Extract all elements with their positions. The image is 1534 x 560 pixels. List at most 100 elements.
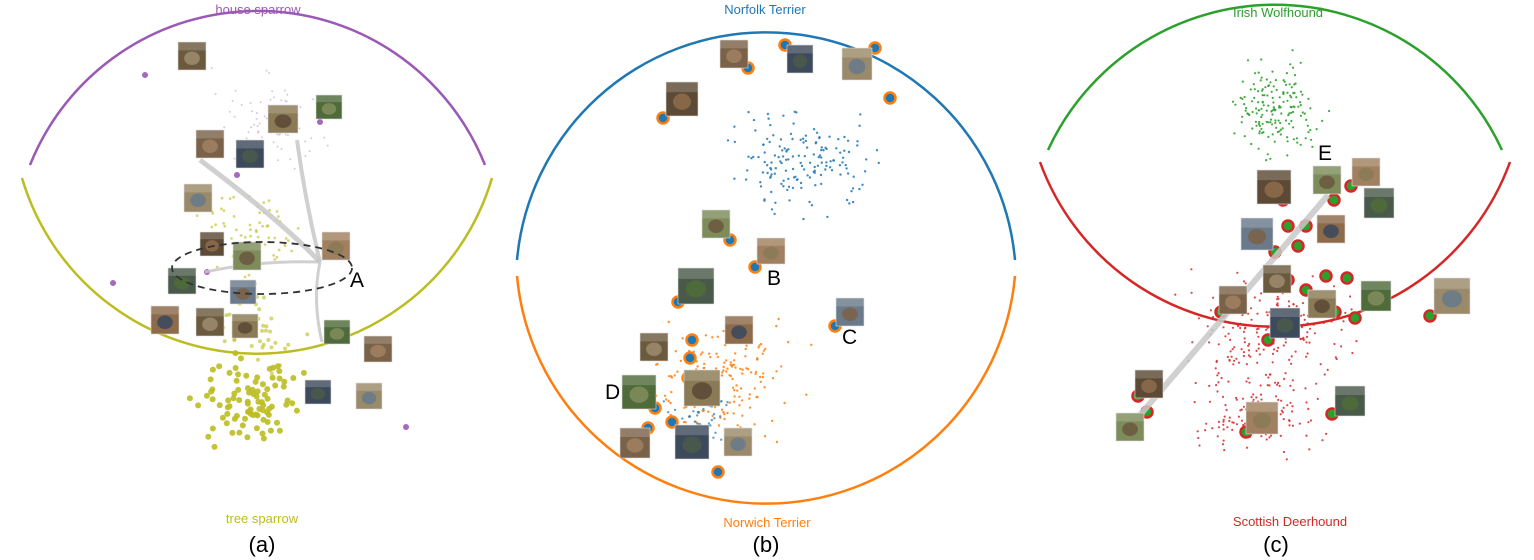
- point-irish-wolfhound: [1274, 121, 1277, 124]
- point-scottish-deerhound: [1269, 373, 1272, 376]
- image-thumbnail: [1256, 169, 1292, 205]
- point-irish-wolfhound: [1269, 118, 1273, 121]
- point-tree-sparrow: [244, 400, 251, 407]
- point-norfolk-terrier: [825, 164, 828, 168]
- point-norwich-terrier: [740, 399, 744, 402]
- point-norwich-terrier: [725, 370, 728, 373]
- point-house-sparrow: [210, 67, 213, 70]
- instance-marker: [1423, 309, 1437, 323]
- point-house-sparrow: [280, 99, 283, 102]
- point-norfolk-terrier: [766, 112, 770, 116]
- point-norwich-terrier: [726, 411, 729, 415]
- point-tree-sparrow: [222, 222, 226, 225]
- image-thumbnail: [1433, 277, 1471, 315]
- point-irish-wolfhound: [1299, 143, 1302, 146]
- instance-marker: [1281, 219, 1295, 233]
- point-irish-wolfhound: [1292, 126, 1295, 129]
- point-scottish-deerhound: [1247, 377, 1250, 380]
- point-tree-sparrow: [224, 410, 231, 417]
- point-tree-sparrow: [216, 363, 223, 370]
- point-irish-wolfhound: [1255, 107, 1258, 110]
- point-tree-sparrow: [274, 419, 280, 426]
- point-irish-wolfhound: [1321, 119, 1324, 122]
- image-thumbnail: [1351, 157, 1381, 187]
- bottom-class-label-a: tree sparrow: [226, 511, 299, 526]
- point-tree-sparrow: [252, 411, 259, 418]
- point-norwich-terrier: [676, 370, 679, 373]
- point-norfolk-terrier: [712, 412, 716, 416]
- point-scottish-deerhound: [1257, 335, 1260, 338]
- point-tree-sparrow: [260, 435, 267, 442]
- point-tree-sparrow: [261, 391, 268, 398]
- point-irish-wolfhound: [1289, 94, 1292, 97]
- point-irish-wolfhound: [1231, 100, 1235, 103]
- point-scottish-deerhound: [1326, 368, 1329, 371]
- point-norfolk-terrier: [720, 400, 723, 403]
- point-scottish-deerhound: [1237, 325, 1240, 328]
- point-scottish-deerhound: [1321, 439, 1324, 442]
- point-tree-sparrow: [243, 235, 247, 239]
- point-irish-wolfhound: [1296, 141, 1299, 144]
- point-irish-wolfhound: [1278, 96, 1281, 99]
- point-tree-sparrow: [254, 374, 261, 381]
- point-scottish-deerhound: [1330, 320, 1333, 323]
- point-irish-wolfhound: [1307, 131, 1310, 134]
- point-norfolk-terrier: [747, 110, 750, 114]
- point-irish-wolfhound: [1275, 88, 1278, 92]
- point-scottish-deerhound: [1247, 349, 1251, 352]
- point-norwich-terrier: [786, 340, 790, 344]
- point-scottish-deerhound: [1224, 404, 1227, 407]
- point-scottish-deerhound: [1277, 381, 1280, 384]
- point-norwich-terrier: [762, 372, 765, 375]
- point-norfolk-terrier: [850, 190, 853, 193]
- point-tree-sparrow: [259, 430, 266, 437]
- point-tree-sparrow: [227, 312, 232, 317]
- point-irish-wolfhound: [1263, 94, 1266, 97]
- point-norwich-terrier: [738, 395, 741, 398]
- point-tree-sparrow: [224, 404, 231, 411]
- point-norwich-terrier: [711, 336, 714, 339]
- point-scottish-deerhound: [1308, 448, 1311, 451]
- point-tree-sparrow: [293, 407, 300, 414]
- point-tree-sparrow: [252, 378, 259, 385]
- point-scottish-deerhound: [1279, 413, 1282, 416]
- point-scottish-deerhound: [1206, 325, 1209, 328]
- point-irish-wolfhound: [1297, 105, 1300, 108]
- marker-B: B: [767, 267, 781, 290]
- point-norfolk-terrier: [787, 177, 790, 181]
- point-norfolk-terrier: [681, 417, 684, 420]
- point-house-sparrow: [289, 158, 292, 161]
- point-norwich-terrier: [729, 374, 732, 378]
- point-irish-wolfhound: [1257, 147, 1260, 150]
- point-norfolk-terrier: [832, 159, 835, 162]
- point-norwich-terrier: [674, 350, 677, 353]
- point-tree-sparrow: [209, 396, 216, 403]
- point-norfolk-terrier: [709, 424, 712, 427]
- point-irish-wolfhound: [1281, 127, 1284, 130]
- point-norfolk-terrier: [769, 168, 773, 171]
- point-scottish-deerhound: [1252, 398, 1255, 401]
- point-house-sparrow: [271, 90, 274, 93]
- point-norfolk-terrier: [799, 161, 802, 165]
- point-norfolk-terrier: [725, 403, 728, 407]
- point-scottish-deerhound: [1255, 331, 1258, 334]
- point-tree-sparrow: [258, 221, 261, 225]
- image-thumbnail: [231, 313, 259, 339]
- point-irish-wolfhound: [1249, 88, 1252, 91]
- point-scottish-deerhound: [1252, 393, 1255, 396]
- point-irish-wolfhound: [1286, 154, 1289, 157]
- point-scottish-deerhound: [1306, 331, 1309, 334]
- point-tree-sparrow: [273, 236, 277, 240]
- point-irish-wolfhound: [1276, 130, 1279, 134]
- image-thumbnail: [355, 382, 383, 410]
- point-norfolk-terrier: [865, 158, 868, 161]
- point-norwich-terrier: [709, 355, 712, 359]
- point-norfolk-terrier: [787, 185, 791, 188]
- point-scottish-deerhound: [1243, 337, 1246, 340]
- highlight-ellipse-a: [171, 241, 353, 295]
- point-irish-wolfhound: [1304, 137, 1307, 140]
- point-irish-wolfhound: [1306, 124, 1309, 127]
- point-scottish-deerhound: [1349, 295, 1352, 298]
- point-scottish-deerhound: [1235, 396, 1238, 399]
- point-irish-wolfhound: [1258, 132, 1261, 135]
